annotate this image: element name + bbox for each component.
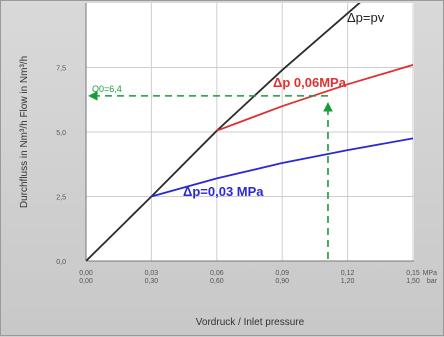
x-tick-label-mpa: 0,06 [210, 270, 224, 277]
x-tick-label-mpa: 0,09 [275, 270, 289, 277]
series-line-2 [151, 137, 414, 198]
y-tick-label: 2,5 [56, 195, 66, 202]
y-tick-label: 7,5 [56, 66, 66, 73]
x-unit-mpa: MPa [423, 270, 438, 277]
series-label-dp-003: Δp=0,03 MPa [183, 184, 264, 199]
guide-label: Q0=6,4 [92, 84, 122, 94]
x-tick-label-bar: 1,20 [341, 278, 355, 285]
grid [85, 3, 414, 262]
x-tick-label-mpa: 0,12 [341, 270, 355, 277]
y-tick-label: 0,0 [56, 259, 66, 266]
x-tick-label-mpa: 0,00 [79, 270, 93, 277]
series-line-0 [86, 3, 361, 261]
x-tick-label-bar: 0,30 [145, 278, 159, 285]
x-tick-label-mpa: 0,03 [145, 270, 159, 277]
x-axis-title: Vordruck / Inlet pressure [196, 317, 305, 328]
x-tick-label-mpa: 0,15 [406, 270, 420, 277]
x-unit-bar: bar [427, 278, 438, 285]
y-tick-label: 5,0 [56, 130, 66, 137]
x-tick-label-bar: 1,50 [406, 278, 420, 285]
y-axis-title: Durchfluss in Nm³/h Flow in Nm³/h [19, 56, 30, 208]
x-tick-label-bar: 0,60 [210, 278, 224, 285]
x-tick-label-bar: 0,00 [79, 278, 93, 285]
series-label-dp-pv: Δp=pv [347, 10, 385, 25]
x-tick-label-bar: 0,90 [275, 278, 289, 285]
series-label-dp-006: Δp 0,06MPa [273, 75, 347, 90]
